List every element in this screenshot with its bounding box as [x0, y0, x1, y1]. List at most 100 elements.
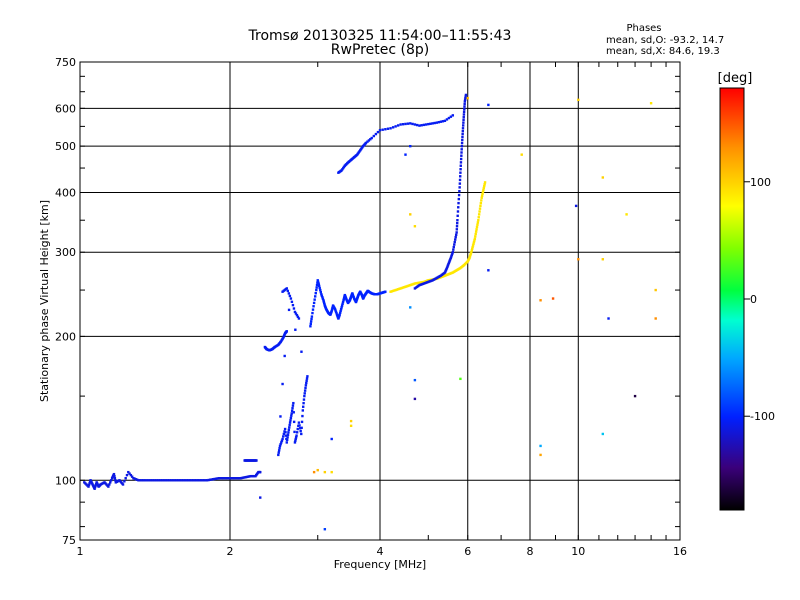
echo-point [282, 435, 285, 438]
scatter-point [323, 528, 327, 531]
echo-point [221, 477, 225, 480]
colorbar-label: [deg] [718, 71, 753, 86]
echo-point [245, 475, 249, 479]
echo-point [457, 193, 461, 197]
echo-point [396, 288, 400, 291]
y-tick-label: 200 [55, 330, 76, 343]
echo-point [338, 313, 341, 316]
echo-point [305, 379, 308, 382]
echo-point [195, 479, 198, 482]
echo-point [230, 477, 233, 480]
echo-point [311, 311, 314, 315]
echo-point [482, 186, 486, 190]
echo-point [474, 235, 477, 238]
echo-point [451, 114, 455, 117]
y-tick-label: 750 [55, 56, 76, 69]
echo-point [448, 260, 451, 263]
echo-point [289, 419, 292, 422]
echo-point [190, 479, 193, 482]
echo-point [283, 354, 286, 358]
echo-point [455, 228, 459, 231]
echo-point [295, 313, 299, 317]
echo-point [453, 243, 456, 246]
scatter-point [409, 306, 412, 309]
scatter-point [259, 496, 262, 499]
echo-point [453, 240, 456, 244]
echo-point [227, 477, 230, 480]
echo-point [422, 123, 426, 127]
echo-point [294, 328, 297, 331]
echo-point [447, 262, 450, 266]
echo-point [399, 123, 402, 126]
echo-point [287, 428, 291, 432]
echo-point [400, 286, 404, 290]
echo-point [284, 431, 287, 434]
scatter-point [404, 153, 407, 156]
echo-point [290, 414, 293, 417]
echo-point [396, 124, 400, 127]
phase-stats-title: Phases [626, 23, 661, 34]
echo-point [478, 207, 482, 210]
echo-point [456, 210, 460, 213]
scatter-point [625, 213, 628, 216]
echo-point [476, 223, 479, 226]
echo-point [183, 479, 187, 482]
echo-point [127, 470, 130, 474]
echo-point [458, 182, 462, 185]
scatter-point [654, 317, 657, 320]
echo-point [157, 479, 160, 482]
echo-point [173, 479, 177, 482]
echo-point [309, 322, 312, 326]
echo-point [124, 477, 127, 480]
echo-point [322, 300, 325, 303]
echo-point [415, 123, 419, 127]
echo-point [445, 266, 449, 270]
echo-point [455, 231, 458, 234]
echo-point [454, 233, 458, 237]
echo-point [259, 470, 262, 474]
echo-point [443, 119, 447, 123]
echo-point [279, 415, 282, 418]
echo-point [452, 245, 455, 249]
echo-point [128, 472, 131, 475]
echo-point [168, 479, 171, 482]
echo-point [420, 124, 423, 127]
x-tick-label: 4 [377, 545, 384, 558]
echo-point [446, 264, 450, 267]
echo-point [474, 232, 477, 236]
echo-point [178, 479, 182, 482]
echo-point [244, 475, 247, 479]
echo-point [180, 479, 183, 482]
echo-point [285, 287, 288, 290]
echo-point [409, 122, 412, 125]
echo-point [481, 190, 485, 194]
echo-point [293, 310, 297, 314]
echo-point [236, 477, 240, 480]
echo-point [248, 475, 251, 478]
echo-point [140, 479, 143, 482]
echo-point [306, 375, 309, 378]
echo-point [137, 479, 140, 482]
echo-point [454, 238, 457, 241]
scatter-point [654, 288, 657, 292]
plot-frame [79, 61, 681, 541]
echo-point [340, 306, 343, 309]
echo-point [413, 123, 417, 126]
echo-point [284, 434, 288, 437]
echo-point [460, 154, 463, 157]
echo-point [314, 292, 317, 295]
echo-point [460, 141, 464, 145]
echo-point [330, 309, 333, 313]
echo-point [205, 479, 209, 482]
echo-point [399, 287, 402, 290]
echo-point [321, 297, 325, 300]
echo-point [384, 128, 387, 131]
scatter-point [539, 299, 542, 302]
echo-point [475, 228, 478, 231]
echo-point [461, 132, 464, 136]
echo-point [340, 304, 344, 307]
echo-point [447, 261, 451, 265]
echo-point [458, 190, 461, 193]
echo-point [288, 421, 292, 424]
echo-point [411, 122, 414, 126]
